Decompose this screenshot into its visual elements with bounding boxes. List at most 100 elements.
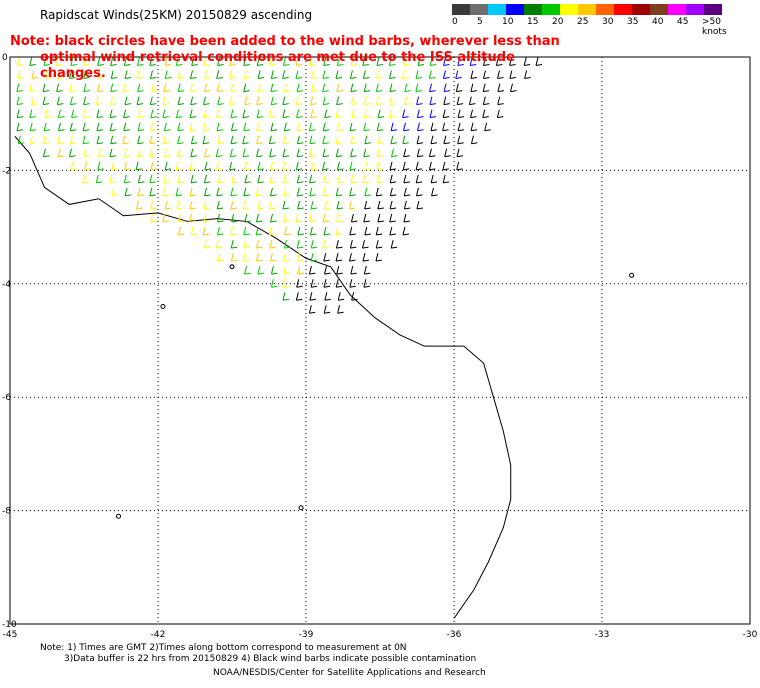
wind-barb	[123, 109, 130, 119]
wind-barb	[189, 213, 196, 223]
wind-barb	[96, 122, 103, 132]
wind-barb	[469, 57, 477, 66]
wind-barb	[349, 279, 356, 288]
wind-barb	[203, 213, 211, 223]
wind-barb	[95, 174, 103, 184]
wind-barb	[269, 239, 276, 249]
wind-barb	[177, 148, 184, 158]
wind-barb	[456, 148, 464, 158]
wind-barb	[216, 122, 224, 132]
legend-label: 45	[677, 17, 689, 27]
wind-barb	[336, 122, 344, 132]
wind-barb	[230, 135, 237, 145]
wind-barb	[255, 213, 263, 223]
wind-barb	[203, 239, 211, 249]
wind-barb	[496, 109, 504, 119]
wind-barb	[376, 174, 384, 184]
wind-barb	[349, 239, 357, 249]
wind-barb	[295, 161, 303, 171]
legend-swatch	[704, 4, 722, 15]
wind-barb	[269, 174, 277, 184]
wind-barb	[401, 70, 409, 80]
wind-barb	[324, 109, 331, 119]
wind-barb	[42, 148, 50, 158]
wind-barb	[164, 70, 172, 80]
wind-barb	[255, 226, 263, 236]
wind-barb	[216, 226, 224, 236]
wind-barb	[204, 187, 211, 197]
wind-barb	[429, 57, 437, 66]
wind-barb	[484, 122, 491, 132]
wind-barb	[230, 122, 238, 132]
wind-barb	[42, 96, 50, 106]
wind-barb	[310, 70, 318, 80]
wind-barb	[57, 109, 65, 119]
legend-label: >50 knots	[702, 17, 727, 37]
wind-barb	[137, 109, 145, 119]
wind-barb	[416, 109, 424, 119]
wind-barb	[177, 135, 184, 145]
wind-barb	[16, 122, 24, 132]
wind-barb	[403, 174, 410, 184]
wind-barb	[336, 57, 344, 66]
wind-barb	[297, 200, 304, 210]
legend-swatch	[560, 4, 578, 15]
wind-barb	[389, 83, 396, 93]
wind-barb	[268, 200, 276, 210]
wind-barb	[255, 187, 263, 197]
wind-barb	[217, 96, 224, 106]
map-frame	[9, 56, 751, 625]
wind-barb	[215, 148, 223, 158]
wind-barb	[97, 57, 104, 66]
wind-barb	[363, 109, 371, 119]
wind-barb	[269, 252, 277, 262]
legend-label: 10	[502, 17, 514, 27]
wind-barb	[310, 161, 318, 171]
wind-barb	[216, 187, 223, 197]
wind-barb	[362, 174, 369, 184]
wind-barb	[335, 109, 342, 119]
wind-barb	[351, 109, 358, 119]
wind-barb	[482, 57, 490, 66]
wind-barb	[415, 174, 423, 184]
wind-barb	[203, 200, 210, 210]
wind-barb	[308, 122, 316, 132]
wind-barb	[16, 96, 24, 106]
wind-barb	[431, 187, 438, 197]
x-tick-label: -45	[3, 630, 18, 640]
wind-barb	[509, 83, 517, 93]
wind-barb	[282, 292, 290, 301]
legend-swatch	[452, 4, 470, 15]
wind-barb	[324, 292, 331, 301]
wind-barb	[83, 148, 90, 158]
wind-barb	[322, 174, 330, 184]
wind-barb	[190, 226, 198, 236]
wind-barb	[282, 200, 289, 210]
wind-barb	[204, 148, 211, 158]
wind-barb	[350, 135, 357, 145]
wind-barb	[308, 266, 316, 275]
wind-barb	[415, 161, 423, 171]
y-tick-label: -2	[2, 166, 11, 176]
wind-barb	[350, 83, 357, 93]
wind-barb	[97, 161, 104, 171]
wind-barb	[82, 135, 90, 145]
wind-barb	[335, 279, 343, 288]
wind-barb	[177, 96, 185, 106]
wind-barb	[270, 266, 278, 275]
legend-swatch	[686, 4, 704, 15]
wind-barb	[243, 226, 250, 236]
wind-barb	[111, 161, 118, 171]
wind-barb	[388, 57, 396, 66]
wind-barb	[363, 83, 371, 93]
legend-label: 25	[577, 17, 589, 27]
red-note: Note: black circles have been added to t…	[10, 34, 570, 82]
wind-barb	[190, 135, 198, 145]
wind-barb	[349, 122, 357, 132]
legend-label: 0	[452, 17, 458, 27]
legend-swatch	[614, 4, 632, 15]
footer-credit: NOAA/NESDIS/Center for Satellite Applica…	[213, 668, 486, 678]
wind-barb	[282, 135, 290, 145]
y-tick-label: -10	[2, 620, 17, 630]
wind-barb	[309, 135, 316, 145]
